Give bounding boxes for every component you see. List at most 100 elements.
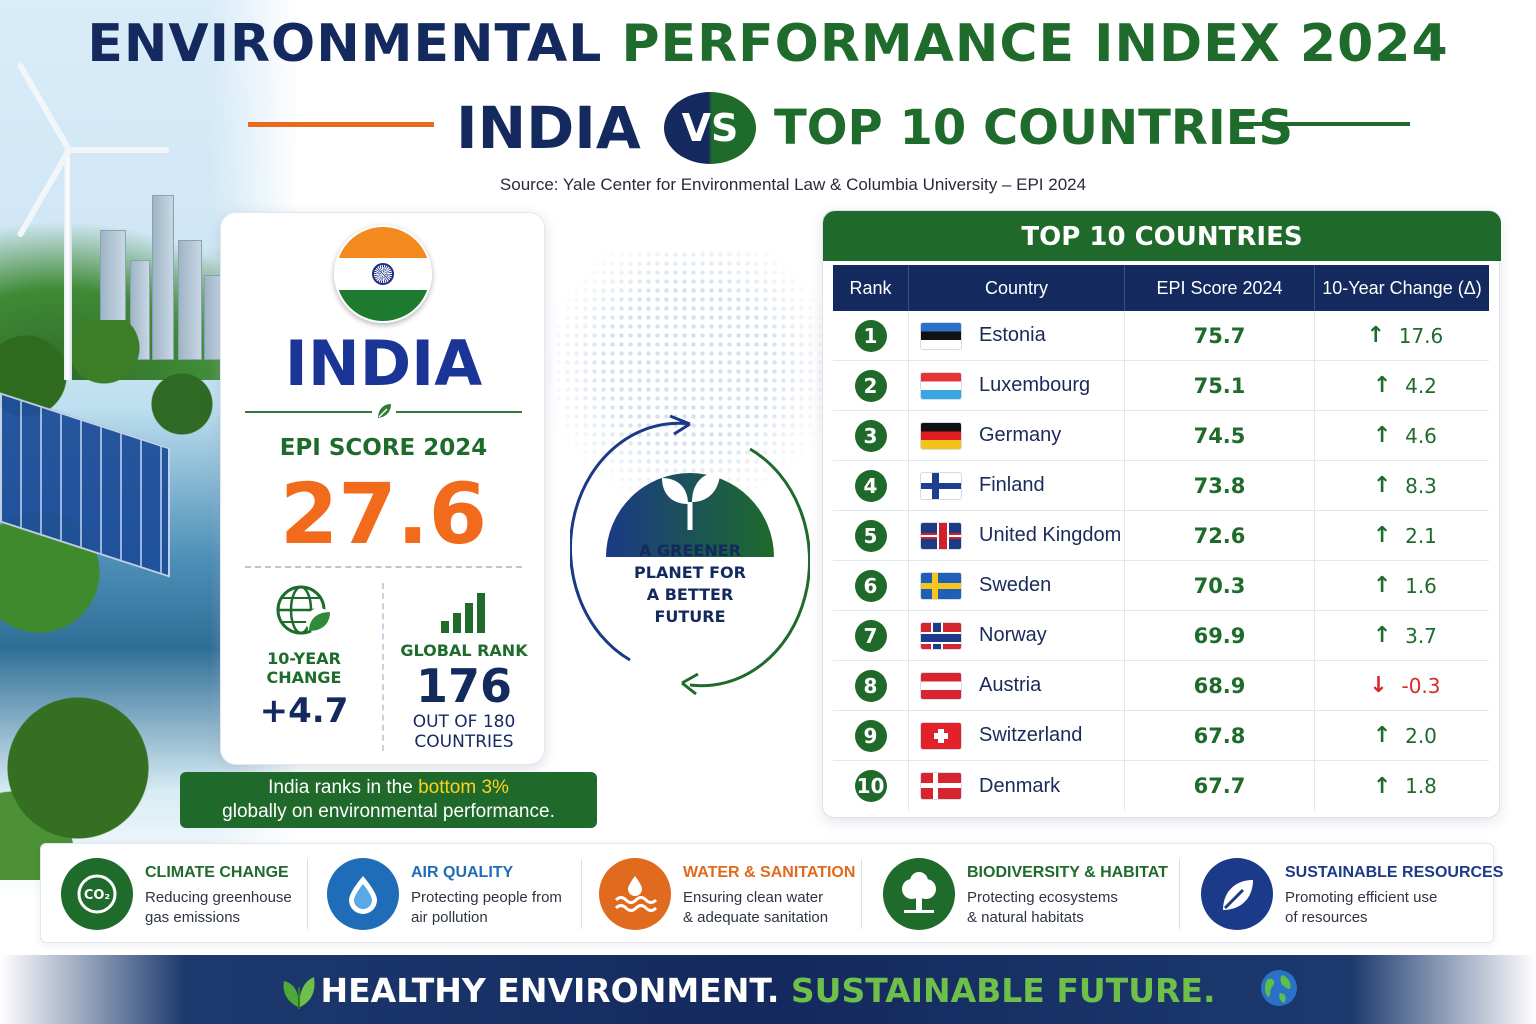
rank-badge: 8	[854, 669, 887, 702]
austria-flag-icon	[921, 672, 961, 699]
rank-badge: 1	[854, 319, 887, 352]
subheading-india: INDIA	[456, 94, 641, 162]
table-row: 2 Luxembourg 75.1 ↑ 4.2	[833, 361, 1489, 411]
category-desc: Protecting people from air pollution	[411, 889, 562, 926]
arrow-top-icon	[669, 414, 691, 436]
footer-globe-icon	[1258, 967, 1300, 1014]
country-name: Denmark	[979, 774, 1061, 797]
ten-year-change-stat: 10-YEAR CHANGE +4.7	[229, 583, 379, 731]
footer-part2: SUSTAINABLE FUTURE.	[790, 971, 1216, 1010]
score-cell: 72.6	[1125, 511, 1315, 560]
greener-planet-emblem	[570, 414, 810, 696]
header-change: 10-Year Change (Δ)	[1322, 277, 1482, 298]
change-cell: ↑ 17.6	[1315, 311, 1489, 360]
india-card: INDIA EPI SCORE 2024 27.6 10-YEAR CHANGE…	[220, 212, 545, 765]
finland-flag-icon	[921, 472, 961, 499]
score-cell: 75.1	[1125, 361, 1315, 410]
sprout-icon	[662, 472, 720, 530]
footer-leaf-icon	[276, 965, 322, 1016]
leaf-icon	[1201, 858, 1273, 930]
rank-badge: 3	[854, 419, 887, 452]
country-name: Norway	[979, 624, 1047, 646]
norway-flag-icon	[921, 622, 961, 649]
change-cell: ↑ 2.0	[1315, 711, 1489, 760]
arrow-up-icon: ↑	[1372, 573, 1392, 598]
change-value: 3.7	[1405, 623, 1437, 648]
globe-leaf-icon	[229, 583, 379, 649]
footer-part1: HEALTHY ENVIRONMENT.	[320, 971, 780, 1010]
score-cell: 68.9	[1125, 661, 1315, 710]
arrow-bottom-icon	[681, 672, 699, 696]
table-row: 10 Denmark 67.7 ↑ 1.8	[833, 761, 1489, 811]
note-prefix: India ranks in the	[268, 777, 419, 798]
rank-badge: 9	[854, 719, 887, 752]
category-water-sanitation: WATER & SANITATION Ensuring clean water &…	[579, 844, 859, 944]
divider-orange	[248, 122, 434, 127]
water-drop-icon	[327, 858, 399, 930]
note-highlight: bottom 3%	[418, 777, 509, 798]
header-score: EPI Score 2024	[1125, 265, 1315, 311]
table-row: 7 Norway 69.9 ↑ 3.7	[833, 611, 1489, 661]
india-flag-icon	[334, 225, 432, 323]
table-row: 4 Finland 73.8 ↑ 8.3	[833, 461, 1489, 511]
change-value: 1.8	[1405, 774, 1437, 798]
rank-badge: 2	[854, 369, 887, 402]
global-rank-label: GLOBAL RANK	[400, 641, 528, 660]
subheading-top10: TOP 10 COUNTRIES	[774, 100, 1294, 156]
world-map-dots	[545, 250, 835, 510]
country-name: Estonia	[979, 324, 1046, 346]
ten-year-change-value: +4.7	[259, 691, 349, 731]
table-row: 9 Switzerland 67.8 ↑ 2.0	[833, 711, 1489, 761]
table-row: 5 United Kingdom 72.6 ↑ 2.1	[833, 511, 1489, 561]
emblem-text: A GREENER PLANET FOR A BETTER FUTURE	[606, 540, 774, 628]
rank-badge: 4	[854, 469, 887, 502]
change-value: 4.6	[1405, 423, 1437, 448]
denmark-flag-icon	[921, 773, 961, 799]
category-climate-change: CO₂ CLIMATE CHANGE Reducing greenhouse ga…	[41, 844, 311, 944]
table-header: Rank Country EPI Score 2024 10-Year Chan…	[833, 265, 1489, 311]
arrow-up-icon: ↑	[1372, 473, 1392, 498]
luxembourg-flag-icon	[921, 372, 961, 399]
score-cell: 69.9	[1125, 611, 1315, 660]
vs-badge: VS	[664, 92, 756, 164]
category-desc: Reducing greenhouse gas emissions	[145, 889, 292, 926]
note-suffix: globally on environmental performance.	[222, 801, 555, 822]
epi-score-value: 27.6	[279, 465, 488, 563]
emblem-line2: PLANET FOR	[634, 563, 746, 582]
leaf-icon	[372, 399, 396, 423]
vertical-dashed-divider	[382, 583, 384, 751]
arrow-up-icon: ↑	[1372, 723, 1392, 748]
dashed-divider	[245, 566, 522, 568]
category-desc: Promoting efficient use of resources	[1285, 889, 1438, 926]
emblem-line4: FUTURE	[654, 607, 726, 626]
score-cell: 73.8	[1125, 461, 1315, 510]
arrow-up-icon: ↑	[1372, 623, 1392, 648]
country-name: Austria	[979, 674, 1042, 696]
epi-score-label: EPI SCORE 2024	[279, 435, 488, 461]
svg-text:CO₂: CO₂	[84, 888, 110, 903]
category-separator	[1179, 859, 1180, 929]
header-rank: Rank	[833, 265, 909, 311]
sweden-flag-icon	[921, 572, 961, 599]
change-value: 17.6	[1398, 323, 1444, 348]
score-cell: 67.8	[1125, 711, 1315, 760]
change-value: 2.0	[1405, 723, 1437, 748]
category-sustainable-resources: SUSTAINABLE RESOURCES Promoting efficien…	[1181, 844, 1503, 944]
rank-badge: 7	[854, 619, 887, 652]
table-row: 1 Estonia 75.7 ↑ 17.6	[833, 311, 1489, 361]
table-row: 3 Germany 74.5 ↑ 4.6	[833, 411, 1489, 461]
category-desc: Ensuring clean water & adequate sanitatio…	[683, 889, 829, 926]
score-cell: 70.3	[1125, 561, 1315, 610]
ashoka-chakra-icon	[372, 263, 394, 286]
uk-flag-icon	[921, 522, 961, 549]
arrow-up-icon: ↑	[1366, 323, 1385, 348]
subheading: INDIA VS TOP 10 COUNTRIES	[0, 92, 1536, 164]
arrow-up-icon: ↑	[1372, 773, 1392, 799]
change-value: -0.3	[1401, 673, 1441, 698]
country-name: United Kingdom	[979, 524, 1122, 546]
change-cell: ↑ 2.1	[1315, 511, 1489, 560]
page-title: ENVIRONMENTAL PERFORMANCE INDEX 2024	[0, 14, 1536, 74]
top10-title: TOP 10 COUNTRIES	[823, 211, 1501, 261]
rank-badge: 6	[854, 569, 887, 602]
category-title: AIR QUALITY	[411, 864, 514, 881]
